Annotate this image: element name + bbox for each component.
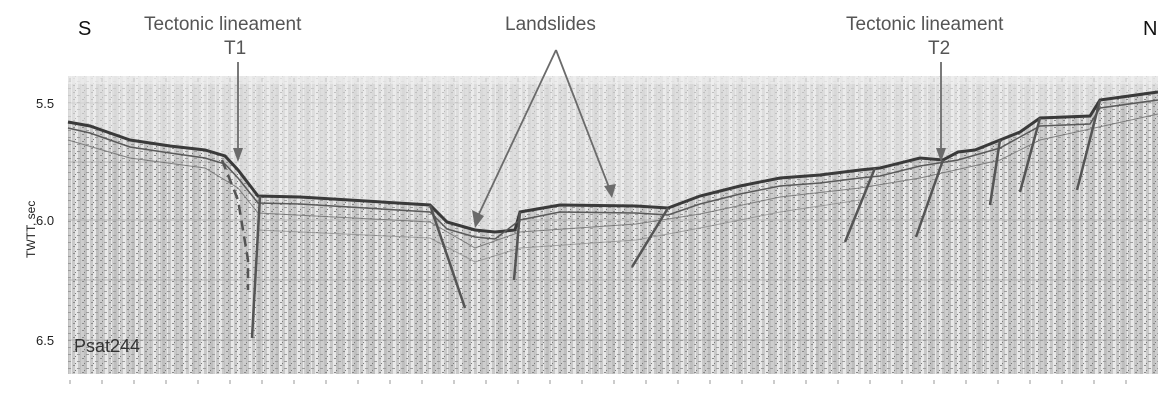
direction-north-label: N — [1143, 18, 1158, 40]
sub-reflector-3 — [257, 199, 861, 263]
seabed-reflector — [67, 90, 1158, 234]
profile-name-label: Psat244 — [74, 336, 141, 356]
t1-annotation-title: Tectonic lineament — [144, 14, 302, 35]
sub-reflector-1 — [67, 99, 1158, 240]
fault-lines — [250, 99, 1102, 339]
y-tick-label: 6.0 — [36, 213, 55, 228]
direction-south-label: S — [78, 18, 92, 40]
y-axis-label: TWTT, sec — [24, 200, 38, 258]
landslides-annotation: Landslides — [505, 14, 596, 35]
t1-annotation-id: T1 — [224, 38, 247, 59]
y-tick-label: 6.5 — [36, 333, 55, 348]
fault-dashed-t1 — [220, 159, 250, 290]
sub-reflector-2 — [67, 113, 1158, 249]
annotation-arrows — [237, 49, 942, 217]
header-band-bottom — [68, 376, 1158, 398]
arrow-heads — [233, 148, 946, 228]
t2-annotation-title: Tectonic lineament — [846, 14, 1004, 35]
y-tick-label: 5.5 — [36, 96, 55, 111]
water-column — [68, 76, 1158, 232]
t2-annotation-id: T2 — [928, 38, 951, 59]
